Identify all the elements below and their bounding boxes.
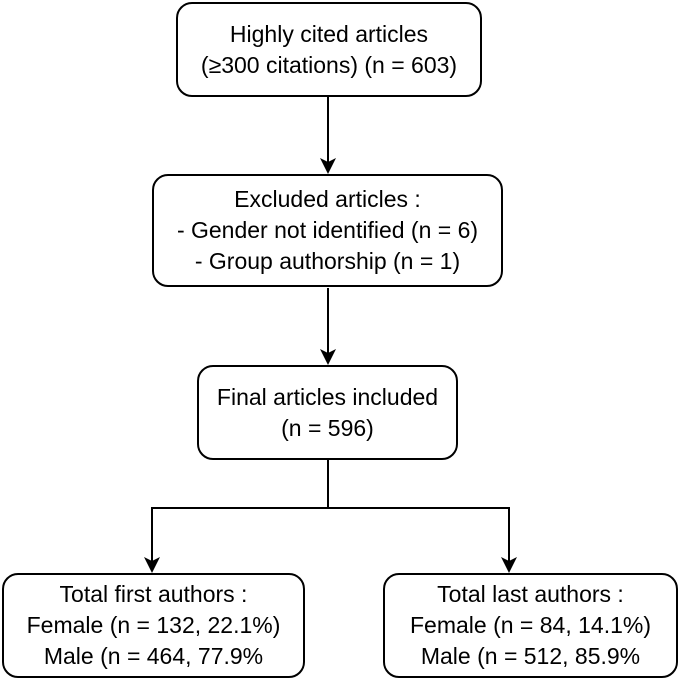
box-text-line: Male (n = 512, 85.9% (420, 643, 641, 669)
box-total-first-authors: Total first authors : Female (n = 132, 2… (2, 573, 305, 678)
box-text-line: Male (n = 464, 77.9% (43, 643, 264, 669)
box-text-line: Excluded articles : (234, 186, 421, 212)
box-text-line: (n = 596) (281, 414, 374, 441)
box-excluded-articles: Excluded articles : - Gender not identif… (152, 174, 503, 287)
arrowhead-down-icon (501, 557, 517, 573)
arrowhead-down-icon (320, 349, 336, 365)
box-text-line: Highly cited articles (229, 20, 429, 47)
box-text-line: Female (n = 132, 22.1%) (26, 612, 281, 638)
arrowhead-down-icon (320, 158, 336, 174)
box-text-line: (≥300 citations) (n = 603) (200, 51, 458, 78)
box-text-line: - Gender not identified (n = 6) (176, 217, 479, 243)
box-highly-cited-articles: Highly cited articles (≥300 citations) (… (176, 2, 482, 97)
arrowhead-down-icon (144, 557, 160, 573)
box-text-line: Total first authors : (59, 581, 248, 607)
box-final-articles-included: Final articles included (n = 596) (197, 365, 458, 460)
box-text-line: Total last authors : (437, 581, 624, 607)
box-text-line: Female (n = 84, 14.1%) (410, 612, 651, 638)
box-text-line: Final articles included (216, 383, 439, 410)
box-text-line: - Group authorship (n = 1) (194, 248, 461, 274)
box-total-last-authors: Total last authors : Female (n = 84, 14.… (383, 573, 678, 678)
